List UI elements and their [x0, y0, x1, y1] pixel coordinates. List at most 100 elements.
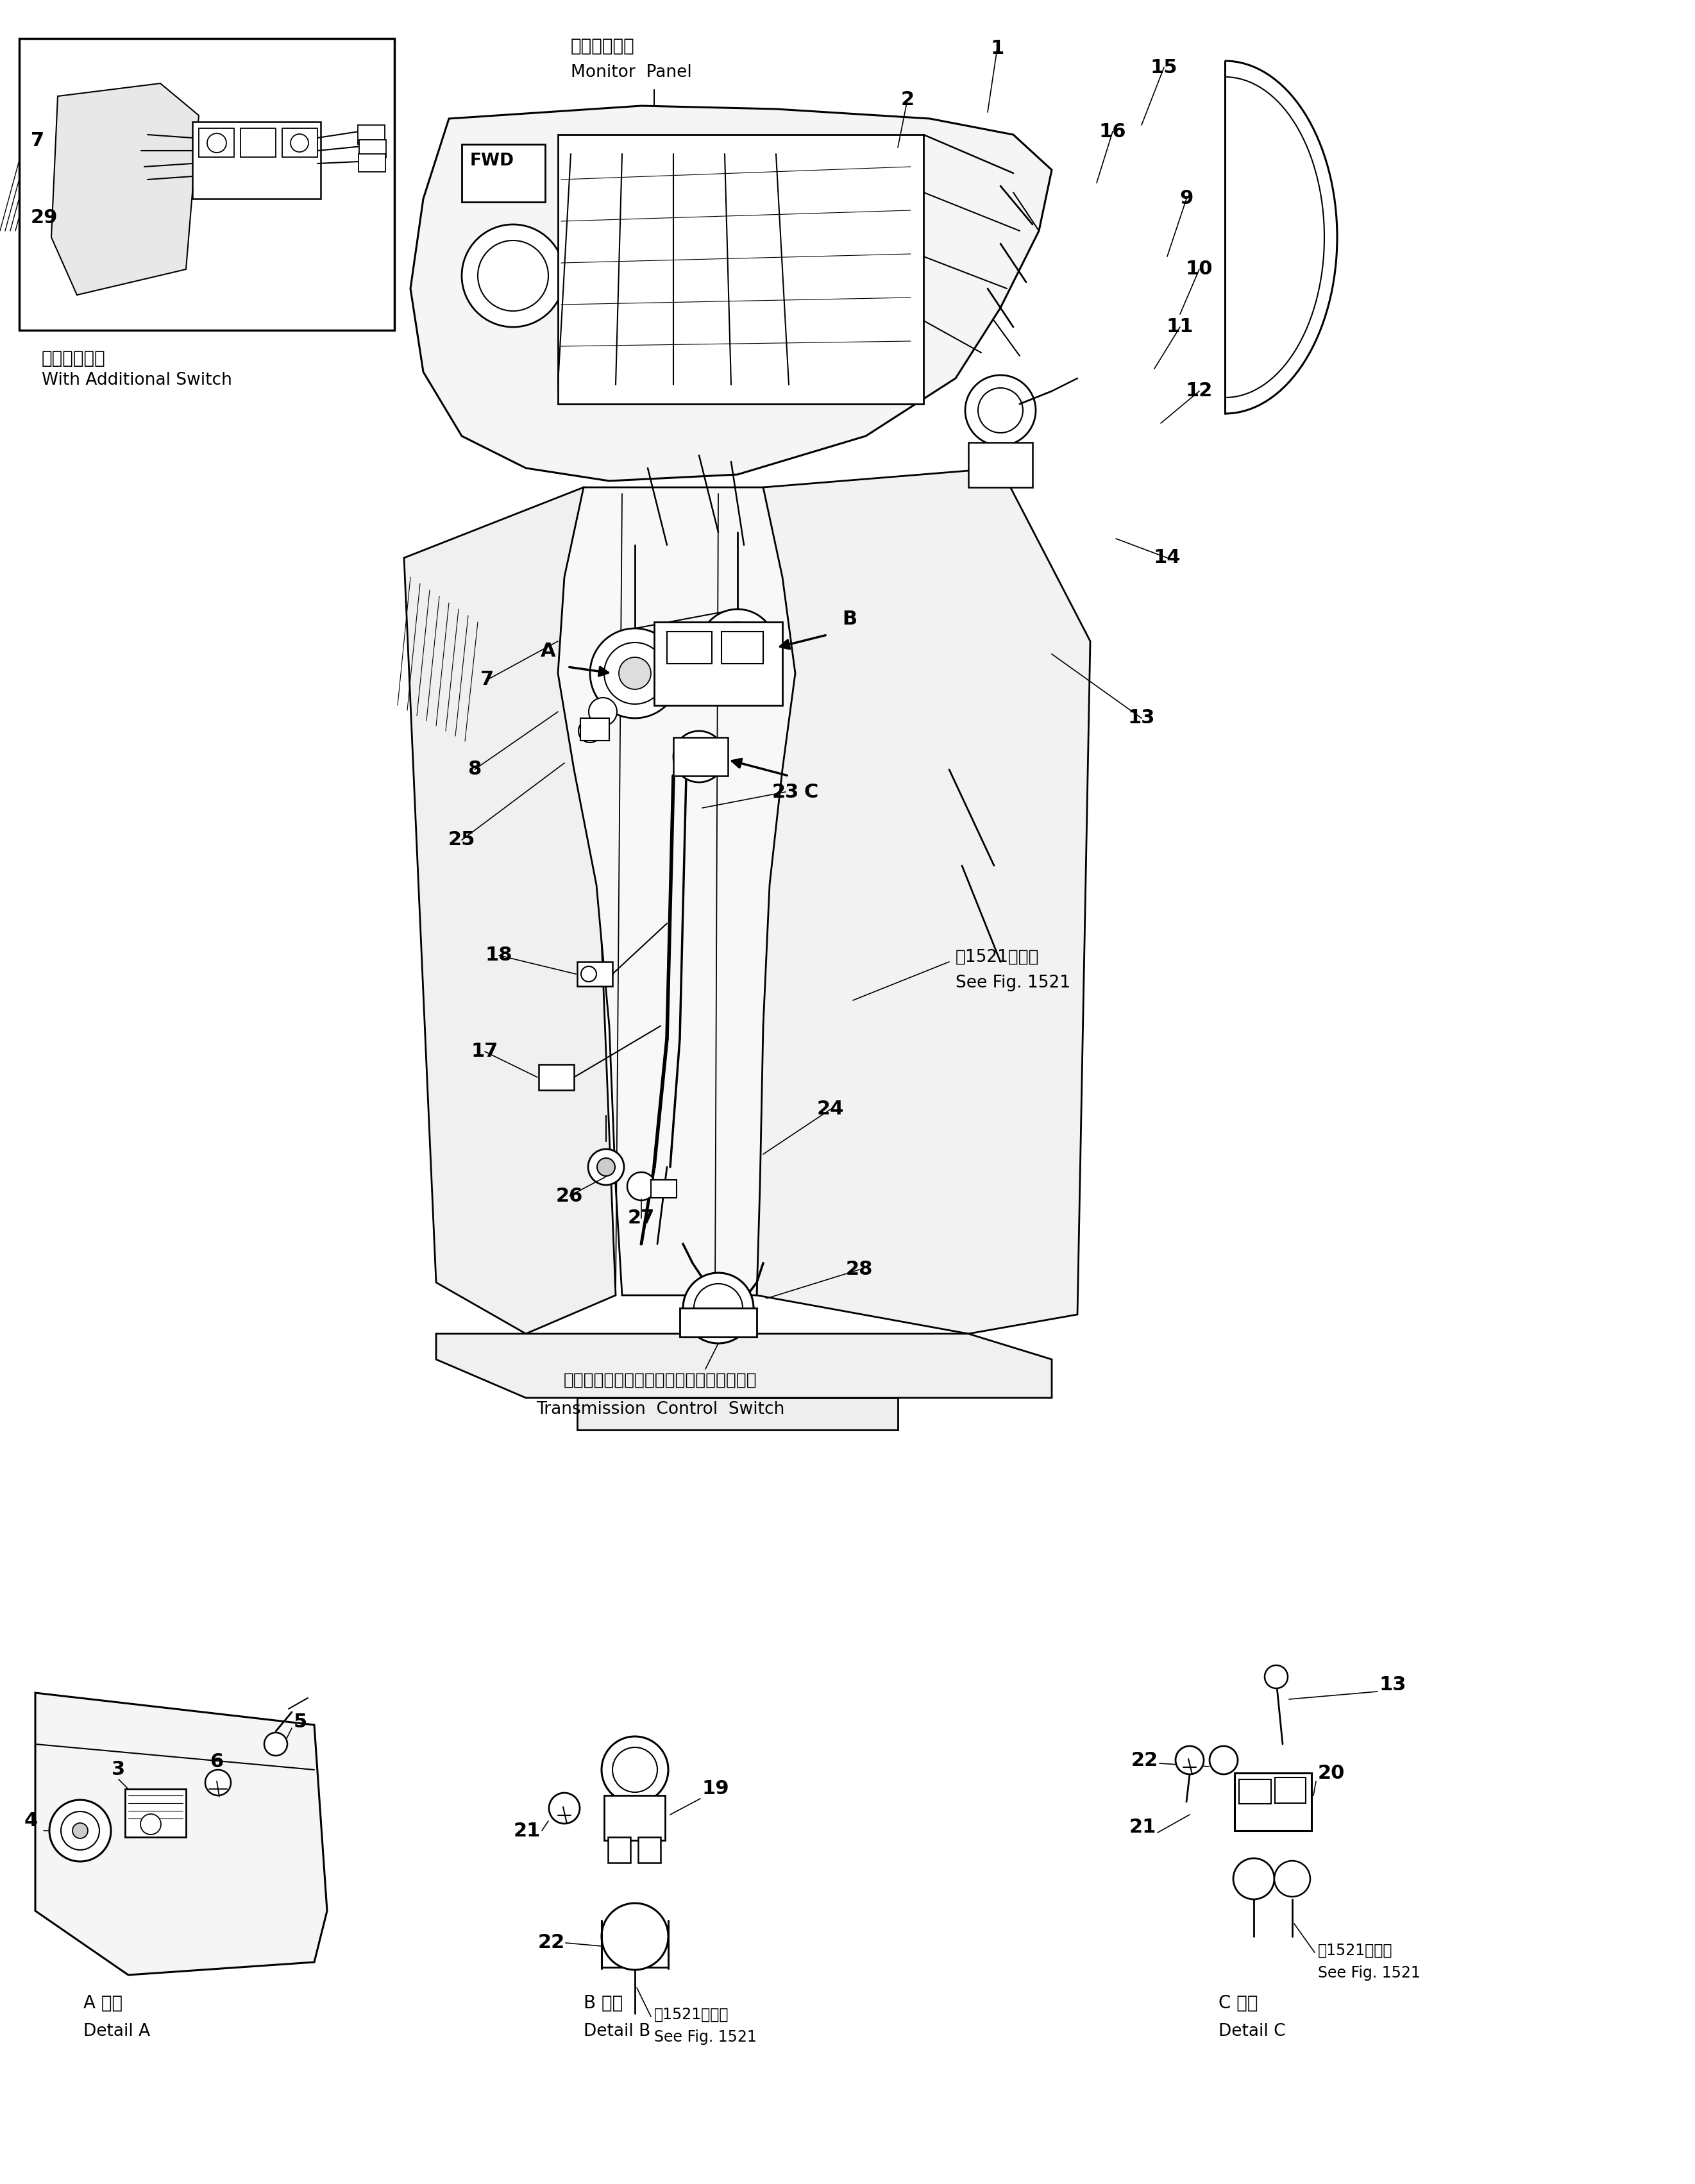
Circle shape	[693, 1284, 742, 1332]
Text: 7: 7	[31, 131, 44, 151]
Bar	[968, 443, 1032, 487]
Circle shape	[597, 1158, 615, 1175]
Text: 22: 22	[537, 1933, 564, 1952]
Text: Detail B: Detail B	[583, 2022, 651, 2040]
Circle shape	[602, 1736, 668, 1804]
Bar	[654, 622, 783, 705]
Text: 3: 3	[112, 1760, 125, 1780]
Text: A 詳細: A 詳細	[83, 1994, 122, 2011]
Text: 13: 13	[1378, 1675, 1407, 1695]
Text: 増設スイッチ: 増設スイッチ	[42, 349, 105, 367]
Bar	[359, 153, 385, 173]
Polygon shape	[36, 1693, 327, 1974]
Text: 21: 21	[1129, 1819, 1156, 1837]
Text: モニタパネル: モニタパネル	[571, 37, 634, 55]
Bar	[558, 135, 924, 404]
Circle shape	[588, 697, 617, 725]
Text: 15: 15	[1151, 59, 1178, 76]
Circle shape	[683, 1273, 754, 1343]
Text: 20: 20	[1319, 1765, 1346, 1782]
Polygon shape	[51, 83, 198, 295]
Bar	[1275, 1778, 1305, 1804]
Bar	[1234, 1773, 1312, 1830]
Text: 24: 24	[817, 1101, 844, 1118]
Text: 14: 14	[1154, 548, 1181, 568]
Circle shape	[612, 1747, 658, 1793]
Text: B 詳細: B 詳細	[583, 1994, 622, 2011]
Text: B: B	[842, 609, 858, 629]
Circle shape	[712, 622, 763, 673]
Polygon shape	[403, 487, 615, 1334]
Text: 18: 18	[485, 946, 512, 965]
Polygon shape	[410, 105, 1053, 480]
Bar	[241, 129, 276, 157]
Circle shape	[49, 1800, 110, 1861]
Bar	[637, 1837, 661, 1863]
Bar	[609, 1837, 631, 1863]
Text: With Additional Switch: With Additional Switch	[42, 371, 232, 389]
Text: 第1521図参照: 第1521図参照	[956, 950, 1039, 965]
Circle shape	[61, 1811, 100, 1850]
Bar	[578, 961, 612, 987]
Bar	[281, 129, 317, 157]
Text: 12: 12	[1186, 382, 1214, 400]
Circle shape	[964, 376, 1036, 446]
Text: A: A	[541, 642, 556, 660]
Text: C 詳細: C 詳細	[1219, 1994, 1258, 2011]
Circle shape	[1176, 1745, 1203, 1773]
Text: 13: 13	[1127, 710, 1154, 727]
Circle shape	[549, 1793, 580, 1824]
Circle shape	[1264, 1664, 1288, 1688]
Text: 23: 23	[771, 782, 798, 802]
Circle shape	[1234, 1859, 1275, 1900]
Text: 27: 27	[627, 1210, 654, 1227]
Text: 17: 17	[471, 1042, 498, 1061]
Text: See Fig. 1521: See Fig. 1521	[654, 2029, 756, 2044]
Text: 25: 25	[447, 830, 475, 850]
Text: 6: 6	[210, 1754, 224, 1771]
Text: 第1521図参照: 第1521図参照	[654, 2007, 729, 2022]
Circle shape	[603, 642, 666, 703]
Bar	[539, 1064, 575, 1090]
Circle shape	[698, 609, 776, 686]
Bar	[602, 1935, 668, 1968]
Bar	[673, 738, 727, 775]
Circle shape	[1210, 1745, 1237, 1773]
Bar	[358, 124, 385, 144]
Bar	[193, 122, 320, 199]
Circle shape	[461, 225, 564, 328]
Bar	[125, 1789, 186, 1837]
Circle shape	[978, 389, 1022, 432]
Text: Detail C: Detail C	[1219, 2022, 1285, 2040]
Text: Detail A: Detail A	[83, 2022, 151, 2040]
Circle shape	[590, 629, 680, 719]
Bar	[603, 1795, 664, 1841]
Text: 第1521図参照: 第1521図参照	[1319, 1944, 1393, 1959]
Polygon shape	[756, 467, 1090, 1334]
Text: 28: 28	[846, 1260, 873, 1280]
Circle shape	[673, 732, 725, 782]
Bar	[198, 129, 234, 157]
Circle shape	[602, 1902, 668, 1970]
Circle shape	[588, 1149, 624, 1186]
Text: 29: 29	[31, 210, 58, 227]
Text: 11: 11	[1166, 317, 1193, 336]
Polygon shape	[558, 487, 795, 1295]
Bar	[666, 631, 712, 664]
Bar	[680, 1308, 756, 1337]
Text: C: C	[803, 782, 819, 802]
Bar	[580, 719, 609, 740]
Circle shape	[264, 1732, 288, 1756]
Text: See Fig. 1521: See Fig. 1521	[956, 974, 1070, 992]
Circle shape	[578, 719, 602, 743]
Bar	[461, 144, 546, 201]
Circle shape	[581, 965, 597, 983]
Text: 16: 16	[1098, 122, 1125, 140]
Bar	[651, 1179, 676, 1197]
Circle shape	[141, 1815, 161, 1835]
Bar	[578, 1398, 898, 1431]
Text: 10: 10	[1185, 260, 1214, 280]
Bar	[722, 631, 763, 664]
Bar	[359, 140, 386, 157]
Text: 22: 22	[1131, 1752, 1158, 1769]
